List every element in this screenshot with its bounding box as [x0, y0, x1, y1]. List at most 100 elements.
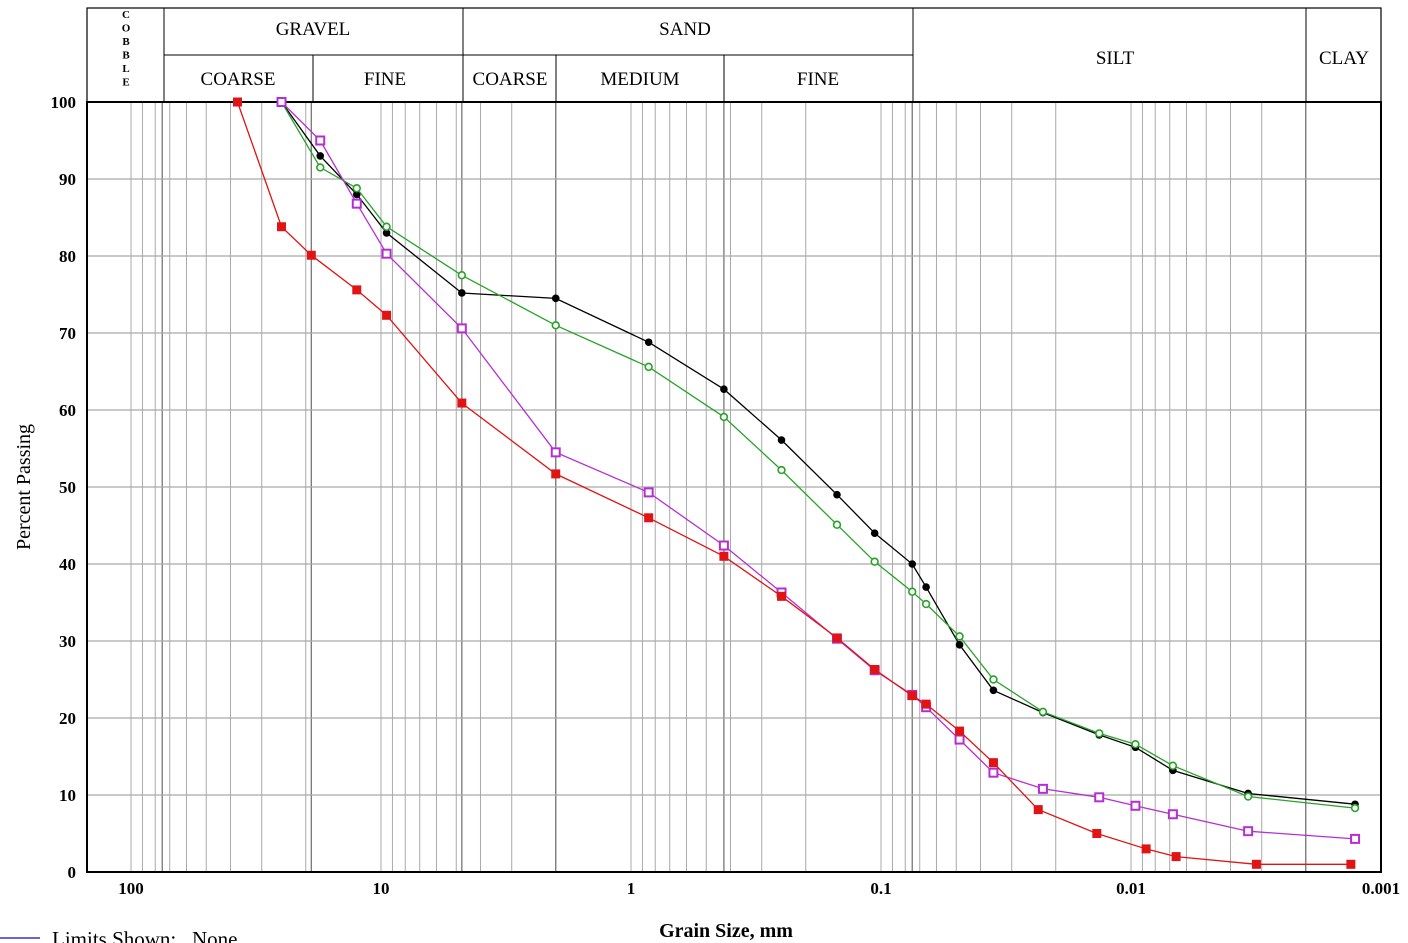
data-point [457, 398, 467, 408]
header-gravel-fine: FINE [364, 69, 406, 90]
legend-limits-text: Limits Shown: None [52, 927, 238, 943]
header-silt: SILT [1096, 48, 1135, 69]
data-point [458, 289, 466, 297]
data-point [1346, 859, 1356, 869]
data-point [456, 323, 467, 334]
legend: Limits Shown: None [0, 927, 238, 943]
series-layer [232, 97, 1361, 869]
data-point [908, 560, 917, 568]
series-4 [232, 97, 1356, 869]
data-point [922, 583, 930, 591]
data-point [1243, 826, 1254, 837]
header-clay: CLAY [1319, 48, 1369, 69]
horizontal-gridlines [87, 178, 1381, 796]
x-tick-label: 1 [627, 879, 636, 898]
data-point [1095, 729, 1104, 738]
data-point [550, 447, 561, 458]
data-point [316, 163, 325, 172]
data-point [1141, 844, 1151, 854]
data-point [643, 487, 654, 498]
data-point [870, 529, 879, 537]
data-point [1130, 800, 1141, 811]
data-point [551, 321, 560, 330]
data-point [551, 294, 560, 303]
x-tick-label: 100 [118, 879, 144, 898]
series-3 [276, 97, 1361, 844]
data-point [1092, 829, 1102, 838]
header-sand-coarse: COARSE [473, 69, 548, 90]
x-tick-label: 0.001 [1362, 879, 1400, 898]
data-point [1033, 805, 1043, 815]
data-point [277, 222, 287, 232]
data-point [777, 591, 787, 601]
y-tick-label: 40 [59, 555, 76, 574]
data-point [352, 184, 361, 193]
header-gravel-coarse: COARSE [201, 69, 276, 90]
series-line [280, 101, 1356, 805]
y-tick-label: 100 [51, 93, 77, 112]
x-axis-label: Grain Size, mm [659, 920, 793, 942]
x-tick-label: 0.01 [1116, 879, 1146, 898]
data-point [955, 641, 964, 649]
y-tick-label: 70 [59, 324, 76, 343]
y-tick-label: 90 [59, 170, 76, 189]
data-point [316, 152, 325, 160]
data-point [352, 285, 362, 295]
data-point [382, 222, 391, 231]
data-point [832, 520, 842, 529]
data-point [382, 229, 391, 237]
data-point [955, 726, 965, 736]
y-tick-label: 80 [59, 247, 76, 266]
data-point [644, 362, 653, 372]
data-point [955, 632, 964, 641]
data-point [1167, 809, 1178, 820]
series-line [280, 101, 1356, 809]
series-2 [277, 97, 1360, 813]
data-point [644, 513, 654, 523]
y-tick-label: 50 [59, 478, 76, 497]
data-point [382, 310, 392, 320]
data-point [1171, 852, 1181, 862]
header-sand-fine: FINE [797, 69, 839, 90]
data-point [870, 664, 880, 674]
data-point [457, 271, 467, 280]
data-point [1350, 833, 1361, 844]
data-point [777, 465, 786, 475]
data-point [720, 385, 728, 394]
data-point [989, 675, 998, 684]
data-point [551, 469, 561, 479]
data-point [719, 412, 729, 422]
data-point [907, 691, 917, 701]
series-line [236, 101, 1351, 865]
data-point [908, 587, 917, 596]
series-line [281, 101, 1356, 840]
data-point [1131, 739, 1140, 749]
data-point [1037, 783, 1048, 794]
data-point [719, 551, 729, 561]
header-sand: SAND [659, 19, 711, 40]
y-tick-label: 30 [59, 632, 76, 651]
data-point [921, 599, 931, 609]
data-point [921, 699, 931, 709]
y-axis-label: Percent Passing [13, 424, 35, 550]
y-tick-label: 60 [59, 401, 76, 420]
data-point [1094, 792, 1105, 803]
data-point [1251, 859, 1261, 869]
data-point [1243, 792, 1253, 801]
x-tick-labels: 100 10 1 0.1 0.01 0.001 [118, 879, 1400, 898]
data-point [1038, 707, 1048, 717]
data-point [381, 248, 392, 259]
data-point [232, 97, 242, 107]
y-tick-labels: 0 10 20 30 40 50 60 70 80 90 100 [51, 93, 77, 882]
data-point [1350, 803, 1360, 813]
data-point [644, 338, 653, 347]
data-point [352, 190, 361, 199]
y-tick-label: 20 [59, 709, 76, 728]
y-tick-label: 10 [59, 786, 76, 805]
data-point [870, 557, 879, 566]
header-gravel: GRAVEL [276, 19, 351, 40]
data-point [988, 767, 999, 778]
data-point [832, 633, 842, 643]
